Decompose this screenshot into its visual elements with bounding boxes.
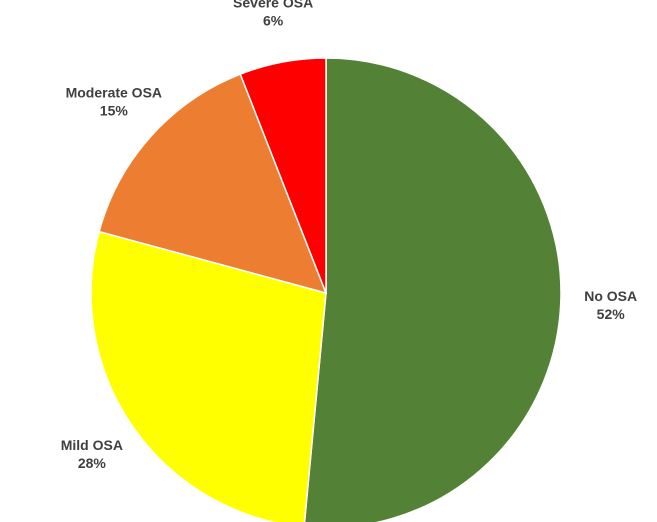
slice-label: Severe OSA xyxy=(233,0,313,11)
slice-label: No OSA xyxy=(584,288,637,304)
pie-slice xyxy=(239,57,327,294)
pie-slice xyxy=(98,73,328,295)
slice-label: Moderate OSA xyxy=(66,84,162,100)
slice-value-label: 52% xyxy=(597,306,626,322)
slice-value-label: 15% xyxy=(100,102,129,118)
pie-slice xyxy=(303,57,562,522)
slice-value-label: 6% xyxy=(263,13,284,29)
slice-value-label: 28% xyxy=(78,455,107,471)
pie-slice xyxy=(90,230,327,522)
slice-label: Mild OSA xyxy=(61,437,123,453)
